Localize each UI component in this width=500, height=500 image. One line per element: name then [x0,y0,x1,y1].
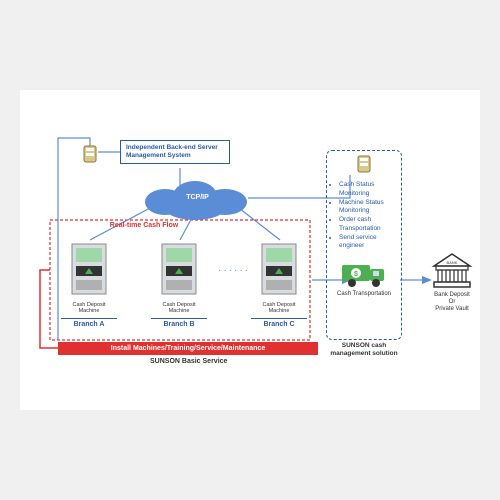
diagram-canvas: Independent Back-end Server Management S… [20,90,480,410]
solution-label: SUNSON cash management solution [322,342,406,358]
bank-label-3: Private Vault [428,306,476,313]
server-management-box: Independent Back-end Server Management S… [120,140,230,164]
ellipsis-icon: ······ [218,265,250,276]
bank-label-2: Or [428,299,476,306]
services-box: Cash Status Monitoring Machine Status Mo… [326,150,402,340]
atm-icon [156,240,202,298]
svg-text:BANK: BANK [447,260,458,265]
atm-icon [66,240,112,298]
install-banner: Install Machines/Training/Service/Mainte… [58,342,318,355]
machine-label: Cash Deposit Machine [256,302,302,314]
machine-label: Cash Deposit Machine [156,302,202,314]
branch-c-label: Branch C [251,318,307,328]
cloud-network: TCP/IP [140,180,255,222]
atm-icon [256,240,302,298]
service-list: Cash Status Monitoring Machine Status Mo… [327,177,401,255]
svg-text:$: $ [354,271,358,278]
cash-flow-label: Real-time Cash Flow [104,222,184,229]
cash-deposit-machine-b: Cash Deposit Machine [156,240,202,314]
bank-label-1: Bank Deposit [428,292,476,299]
cash-truck-icon: $ Cash Transportation [327,259,401,298]
truck-label: Cash Transportation [327,291,401,298]
services-server-icon [327,151,401,175]
server-icon [82,144,98,166]
bank-icon-group: BANK Bank Deposit Or Private Vault [428,252,476,314]
server-management-label: Independent Back-end Server Management S… [126,144,218,159]
machine-label: Cash Deposit Machine [66,302,112,314]
cash-deposit-machine-a: Cash Deposit Machine [66,240,112,314]
service-item: Machine Status Monitoring [339,199,395,217]
bank-icon: BANK [430,252,474,290]
basic-service-label: SUNSON Basic Service [150,358,227,365]
cash-deposit-machine-c: Cash Deposit Machine [256,240,302,314]
service-item: Send service engineer [339,234,395,252]
service-item: Order cash Transportation [339,216,395,234]
service-item: Cash Status Monitoring [339,181,395,199]
branch-a-label: Branch A [61,318,117,328]
cloud-label: TCP/IP [140,194,255,201]
branch-b-label: Branch B [151,318,207,328]
